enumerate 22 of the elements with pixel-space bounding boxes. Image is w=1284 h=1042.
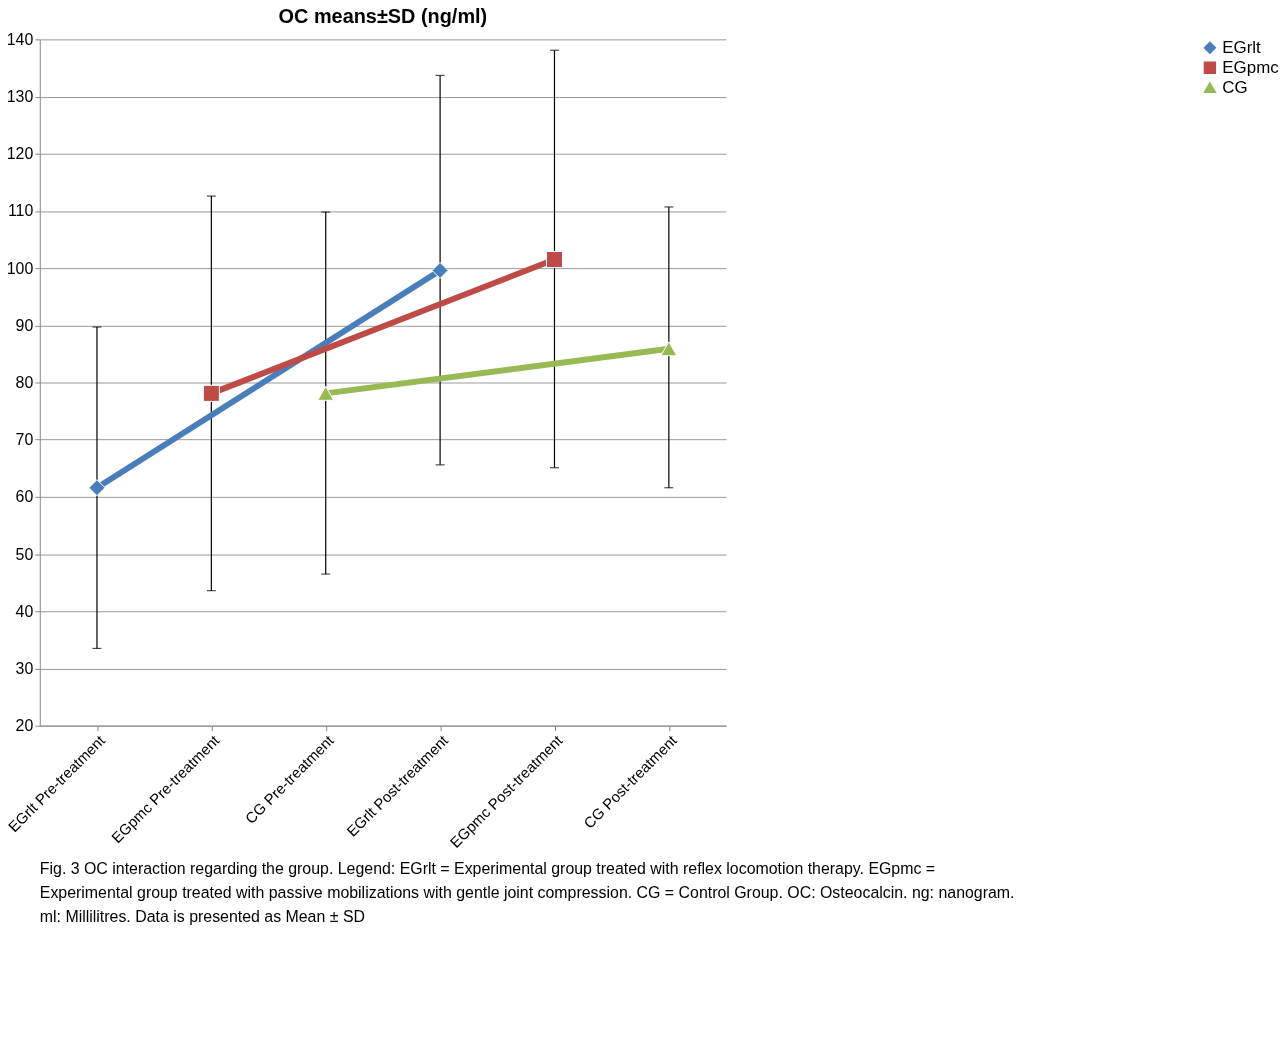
caption: Fig. 3 OC interaction regarding the group. Legend: EGrlt = Experimental group treated with reflex locomotion therapy. EGpmc = Experimental group treated with passive mobilizations with gentle joint compression. CG = Control Group. OC: Osteocalcin. ng: nanogram. ml: Millilitres. Data is presented as Mean ± SD <box>39 859 1015 925</box>
chart-title: OC means±SD (ng/ml) <box>278 5 488 28</box>
y-tick-label: 140 <box>6 30 34 48</box>
point <box>431 261 449 279</box>
y-tick-label: 20 <box>15 717 34 735</box>
point <box>202 384 220 402</box>
y-tick-label: 110 <box>7 202 34 220</box>
y-tick-label: 60 <box>15 488 34 506</box>
y-tick-label: 100 <box>6 259 34 277</box>
y-tick-label: 30 <box>15 659 34 677</box>
y-tick-label: 130 <box>6 88 34 106</box>
y-tick-label: 80 <box>15 373 34 391</box>
legend-label: CG <box>1222 77 1248 97</box>
y-tick-label: 40 <box>15 602 34 620</box>
y-tick-label: 70 <box>15 431 34 449</box>
legend-label: EGpmc <box>1222 57 1279 77</box>
point <box>545 251 563 269</box>
point <box>88 479 106 497</box>
y-tick-label: 50 <box>15 545 34 563</box>
legend-label: EGrlt <box>1222 37 1262 57</box>
y-tick-label: 120 <box>6 145 34 163</box>
y-tick-label: 90 <box>15 316 34 334</box>
